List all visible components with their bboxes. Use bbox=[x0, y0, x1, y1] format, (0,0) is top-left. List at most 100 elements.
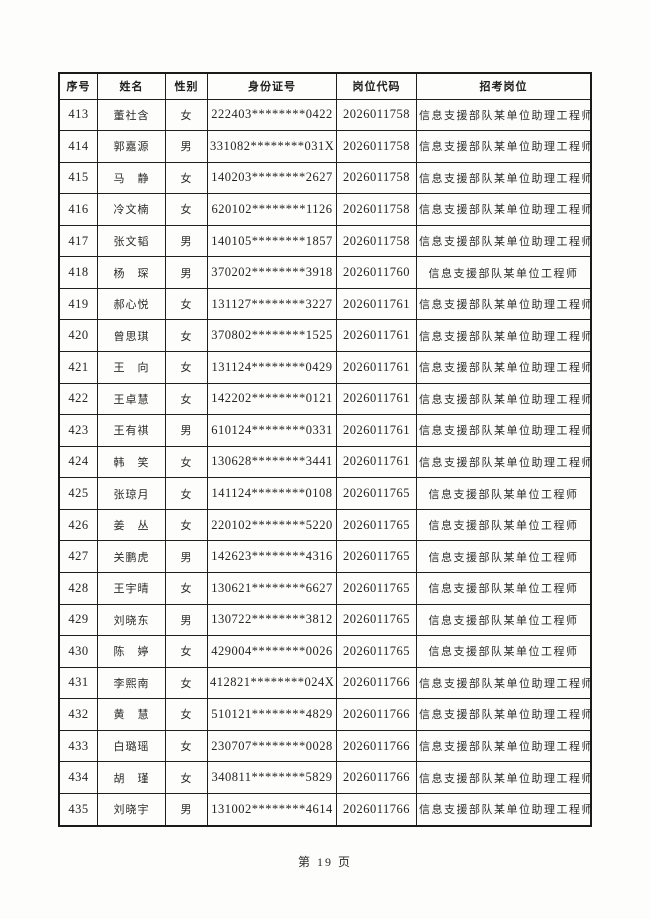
table-cell: 胡 瑾 bbox=[97, 761, 166, 794]
table-cell: 141124********0108 bbox=[207, 477, 337, 510]
table-cell: 信息支援部队某单位助理工程师 bbox=[416, 224, 592, 258]
table-cell: 王有祺 bbox=[97, 414, 166, 447]
table-body: 413 董社含女 222403********0422 2026011758 信息支援部… bbox=[58, 98, 592, 827]
table-cell: 女 bbox=[165, 351, 208, 384]
table-cell: 信息支援部队某单位助理工程师 bbox=[416, 761, 592, 794]
column-header: 性别 bbox=[165, 72, 208, 100]
table-cell: 女 bbox=[165, 319, 208, 352]
table-cell: 370202********3918 bbox=[207, 256, 337, 289]
table-cell: 435 bbox=[58, 792, 98, 827]
table-cell: 信息支援部队某单位助理工程师 bbox=[416, 414, 592, 447]
table-cell: 女 bbox=[165, 477, 208, 510]
table-cell: 白璐瑶 bbox=[97, 729, 166, 763]
table-cell: 信息支援部队某单位助理工程师 bbox=[416, 319, 592, 352]
table-cell: 230707********0028 bbox=[207, 729, 337, 763]
table-cell: 2026011765 bbox=[336, 603, 417, 637]
table-cell: 男 bbox=[165, 540, 208, 573]
table-row: 429 刘晓东男 130722********3812 2026011765 信息支援部… bbox=[58, 603, 592, 637]
table-cell: 信息支援部队某单位助理工程师 bbox=[416, 193, 592, 226]
table-cell: 王 向 bbox=[97, 351, 166, 384]
table-cell: 关鹏虎 bbox=[97, 540, 166, 573]
table-cell: 423 bbox=[58, 414, 98, 447]
table-cell: 610124********0331 bbox=[207, 414, 337, 447]
table-cell: 信息支援部队某单位助理工程师 bbox=[416, 666, 592, 700]
table-cell: 信息支援部队某单位工程师 bbox=[416, 256, 592, 289]
table-row: 414 郭嘉源男 331082********031X 2026011758 信息支援部… bbox=[58, 130, 592, 163]
table-cell: 414 bbox=[58, 130, 98, 163]
table-row: 416 冷文楠女 620102********1126 2026011758 信息支援部… bbox=[58, 193, 592, 226]
table-cell: 2026011758 bbox=[336, 224, 417, 258]
table-cell: 433 bbox=[58, 729, 98, 763]
table-cell: 421 bbox=[58, 351, 98, 384]
table-cell: 2026011761 bbox=[336, 319, 417, 352]
table-cell: 信息支援部队某单位助理工程师 bbox=[416, 698, 592, 731]
table-cell: 130621********6627 bbox=[207, 571, 337, 605]
table-cell: 男 bbox=[165, 130, 208, 163]
table-cell: 男 bbox=[165, 792, 208, 827]
table-cell: 2026011761 bbox=[336, 351, 417, 384]
table-cell: 2026011761 bbox=[336, 382, 417, 416]
table-cell: 422 bbox=[58, 382, 98, 416]
table-cell: 张文韬 bbox=[97, 224, 166, 258]
page-number: 第 19 页 bbox=[297, 855, 352, 869]
table-cell: 信息支援部队某单位助理工程师 bbox=[416, 287, 592, 321]
table-cell: 曾思琪 bbox=[97, 319, 166, 352]
table-cell: 张琼月 bbox=[97, 477, 166, 510]
table-cell: 2026011761 bbox=[336, 445, 417, 479]
table-cell: 220102********5220 bbox=[207, 508, 337, 542]
table-cell: 424 bbox=[58, 445, 98, 479]
table-row: 435 刘晓宇男 131002********4614 2026011766 信息支援部… bbox=[58, 792, 592, 827]
table-cell: 董社含 bbox=[97, 98, 166, 132]
column-header: 招考岗位 bbox=[416, 72, 592, 100]
table-cell: 信息支援部队某单位助理工程师 bbox=[416, 98, 592, 132]
table-cell: 刘晓东 bbox=[97, 603, 166, 637]
table-cell: 2026011760 bbox=[336, 256, 417, 289]
table-cell: 2026011765 bbox=[336, 540, 417, 573]
table-row: 423 王有祺男 610124********0331 2026011761 信息支援部… bbox=[58, 414, 592, 447]
table-row: 415 马 静女 140203********2627 2026011758 信息支援部… bbox=[58, 161, 592, 195]
table-row: 428 王宇晴女 130621********6627 2026011765 信息支援部… bbox=[58, 571, 592, 605]
table-cell: 冷文楠 bbox=[97, 193, 166, 226]
table-cell: 2026011766 bbox=[336, 729, 417, 763]
table-cell: 370802********1525 bbox=[207, 319, 337, 352]
table-cell: 信息支援部队某单位助理工程师 bbox=[416, 792, 592, 827]
table-cell: 女 bbox=[165, 761, 208, 794]
table-cell: 2026011766 bbox=[336, 761, 417, 794]
table-cell: 2026011765 bbox=[336, 571, 417, 605]
table-row: 434 胡 瑾女 340811********5829 2026011766 信息支援部… bbox=[58, 761, 592, 794]
table-cell: 131127********3227 bbox=[207, 287, 337, 321]
table-row: 430 陈 婷女 429004********0026 2026011765 信息支援部… bbox=[58, 635, 592, 668]
table-cell: 女 bbox=[165, 98, 208, 132]
table-cell: 420 bbox=[58, 319, 98, 352]
column-header: 姓名 bbox=[97, 72, 166, 100]
table-cell: 431 bbox=[58, 666, 98, 700]
table-row: 433 白璐瑶女 230707********0028 2026011766 信息支援部… bbox=[58, 729, 592, 763]
table-cell: 428 bbox=[58, 571, 98, 605]
table-cell: 2026011765 bbox=[336, 508, 417, 542]
table-cell: 男 bbox=[165, 256, 208, 289]
table-cell: 432 bbox=[58, 698, 98, 731]
table-cell: 黄 慧 bbox=[97, 698, 166, 731]
table-cell: 2026011761 bbox=[336, 414, 417, 447]
table-cell: 2026011765 bbox=[336, 477, 417, 510]
table-row: 427 关鹏虎男 142623********4316 2026011765 信息支援部… bbox=[58, 540, 592, 573]
table-row: 413 董社含女 222403********0422 2026011758 信息支援部… bbox=[58, 98, 592, 132]
table-cell: 郝心悦 bbox=[97, 287, 166, 321]
table-cell: 信息支援部队某单位助理工程师 bbox=[416, 130, 592, 163]
table-cell: 女 bbox=[165, 382, 208, 416]
table-row: 420 曾思琪女 370802********1525 2026011761 信息支援部… bbox=[58, 319, 592, 352]
table-cell: 信息支援部队某单位工程师 bbox=[416, 603, 592, 637]
table-cell: 信息支援部队某单位工程师 bbox=[416, 571, 592, 605]
table-cell: 2026011766 bbox=[336, 792, 417, 827]
table-cell: 男 bbox=[165, 603, 208, 637]
table-cell: 434 bbox=[58, 761, 98, 794]
table-row: 431 李熙南女 412821********024X 2026011766 信息支援部… bbox=[58, 666, 592, 700]
table-cell: 140203********2627 bbox=[207, 161, 337, 195]
table-cell: 刘晓宇 bbox=[97, 792, 166, 827]
column-header: 岗位代码 bbox=[336, 72, 417, 100]
column-header: 身份证号 bbox=[207, 72, 337, 100]
table-cell: 142623********4316 bbox=[207, 540, 337, 573]
table-cell: 郭嘉源 bbox=[97, 130, 166, 163]
table-cell: 王卓慧 bbox=[97, 382, 166, 416]
table-cell: 426 bbox=[58, 508, 98, 542]
